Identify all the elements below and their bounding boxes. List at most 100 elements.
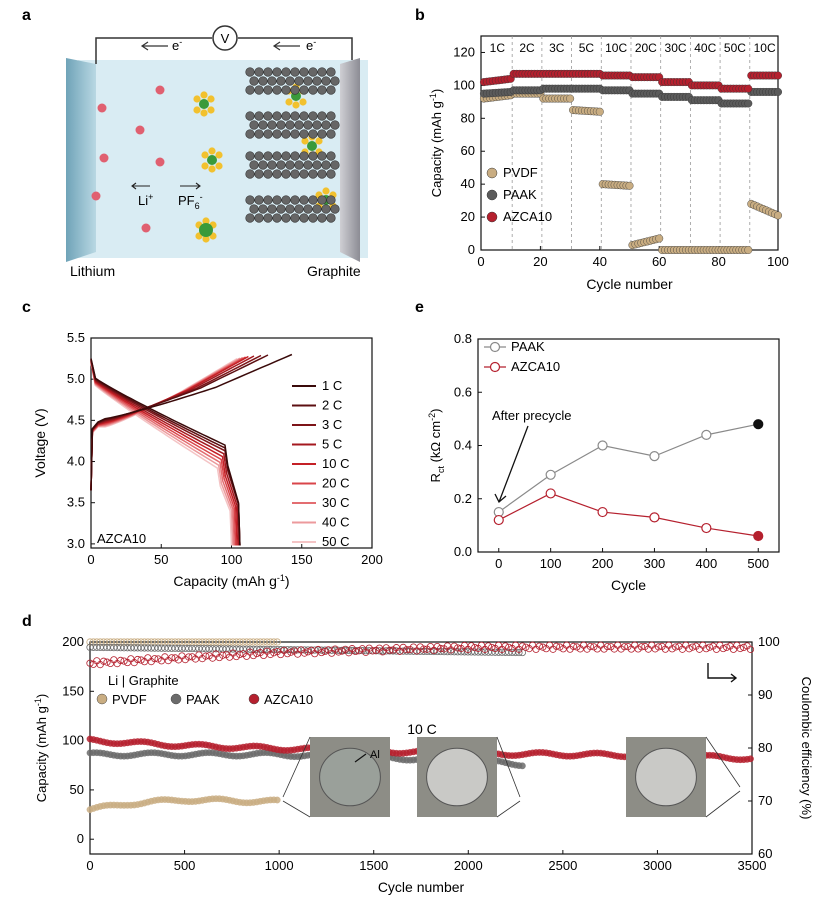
ce-point — [106, 638, 115, 646]
ce-point — [249, 638, 258, 646]
ce-point — [263, 638, 271, 646]
ce-point — [151, 644, 159, 652]
discharge-curve — [90, 359, 240, 546]
x-tick-label: 300 — [644, 556, 666, 571]
ce-point — [239, 638, 247, 646]
ce-point — [130, 638, 138, 646]
ce-point — [671, 643, 680, 651]
ce-point — [334, 646, 343, 654]
pf6-arrow-icon — [180, 182, 201, 190]
data-point — [753, 419, 764, 430]
ce-point — [96, 638, 104, 646]
x-axis-label: Cycle — [611, 577, 646, 593]
right-axis-arrow-icon — [707, 663, 738, 683]
ce-point — [392, 647, 401, 655]
ce-point — [573, 643, 581, 651]
series-azca10 — [479, 69, 783, 93]
ce-point — [89, 643, 98, 651]
ce-point — [552, 642, 561, 650]
x-axis-label: Cycle number — [378, 879, 465, 895]
series-azca10 — [493, 488, 764, 542]
data-point — [493, 514, 504, 526]
ce-point — [665, 641, 673, 649]
series-paak — [479, 84, 783, 108]
x-tick-label: 0 — [86, 858, 93, 873]
ce-point — [205, 645, 213, 653]
x-tick-label: 0 — [477, 254, 484, 269]
charge-curve — [90, 353, 293, 491]
ce-point — [382, 647, 390, 655]
data-point — [595, 107, 604, 116]
data-point — [744, 84, 753, 93]
ce-point — [100, 657, 108, 665]
discharge-curve — [90, 362, 234, 546]
panel-a-schematic: a V e- e- Li+ PF6- Lithium Graphi — [22, 7, 368, 279]
ce-point — [86, 659, 94, 667]
series-paak — [493, 419, 764, 518]
ce-point — [433, 642, 441, 651]
ce-point — [471, 643, 479, 652]
ce-point — [334, 648, 343, 656]
x-tick-label: 100 — [540, 556, 562, 571]
ce-point — [137, 638, 145, 646]
photo-arrow-icon — [354, 753, 367, 763]
discharge-curve — [90, 358, 241, 546]
ce-point — [368, 647, 377, 655]
ce-point — [518, 642, 526, 650]
graphite-sheet — [245, 195, 340, 223]
ce-point — [474, 648, 482, 656]
ce-point — [144, 644, 152, 652]
ce-point — [651, 645, 659, 653]
legend-label: 2 C — [322, 398, 342, 413]
capacity-point — [519, 762, 526, 770]
y-tick-label: 20 — [461, 209, 475, 224]
discharge-curve — [90, 359, 241, 546]
legend-label: 50 C — [322, 534, 349, 549]
legend-marker — [96, 693, 108, 705]
ce-point — [110, 656, 118, 664]
y-tick-label: 5.0 — [67, 371, 85, 386]
ce-point — [270, 638, 278, 646]
ce-point — [188, 644, 196, 653]
ce-point — [100, 643, 108, 652]
y-right-tick-label: 100 — [758, 634, 780, 649]
electrode-disc — [635, 747, 697, 807]
electron-label-left: e- — [172, 37, 182, 53]
inset-connector — [282, 736, 311, 818]
ce-point — [123, 644, 132, 652]
ce-point — [375, 647, 383, 655]
ce-point — [123, 638, 132, 646]
x-tick-label: 1500 — [359, 858, 388, 873]
x-tick-label: 40 — [593, 254, 607, 269]
ce-point — [93, 643, 101, 651]
y-tick-label: 80 — [461, 110, 475, 125]
ce-point — [103, 658, 111, 666]
x-tick-label: 2000 — [454, 858, 483, 873]
ce-point — [208, 645, 217, 653]
legend-marker — [486, 189, 498, 201]
data-point — [655, 234, 664, 243]
discharge-curve — [90, 362, 233, 546]
legend-label: 10 C — [322, 456, 349, 471]
ce-point — [191, 644, 200, 653]
ce-point — [134, 655, 142, 664]
graphite-layers — [245, 67, 340, 223]
ce-point — [236, 645, 244, 653]
data-point — [566, 94, 575, 103]
ce-point — [134, 644, 142, 652]
annotation-arrow-icon — [494, 425, 529, 504]
legend-label: 3 C — [322, 417, 342, 432]
ce-point — [300, 646, 309, 654]
ce-point — [263, 645, 271, 654]
ce-point — [450, 642, 458, 650]
ce-point — [215, 645, 223, 653]
ce-point — [498, 648, 506, 656]
y-tick-label: 50 — [70, 782, 84, 797]
ce-point — [246, 638, 254, 646]
graphite-current-collector — [340, 58, 360, 262]
rate-label: 20C — [635, 41, 657, 55]
ce-point — [106, 643, 115, 652]
ce-point — [409, 647, 418, 655]
ce-point — [219, 638, 227, 646]
ce-point — [113, 638, 121, 646]
